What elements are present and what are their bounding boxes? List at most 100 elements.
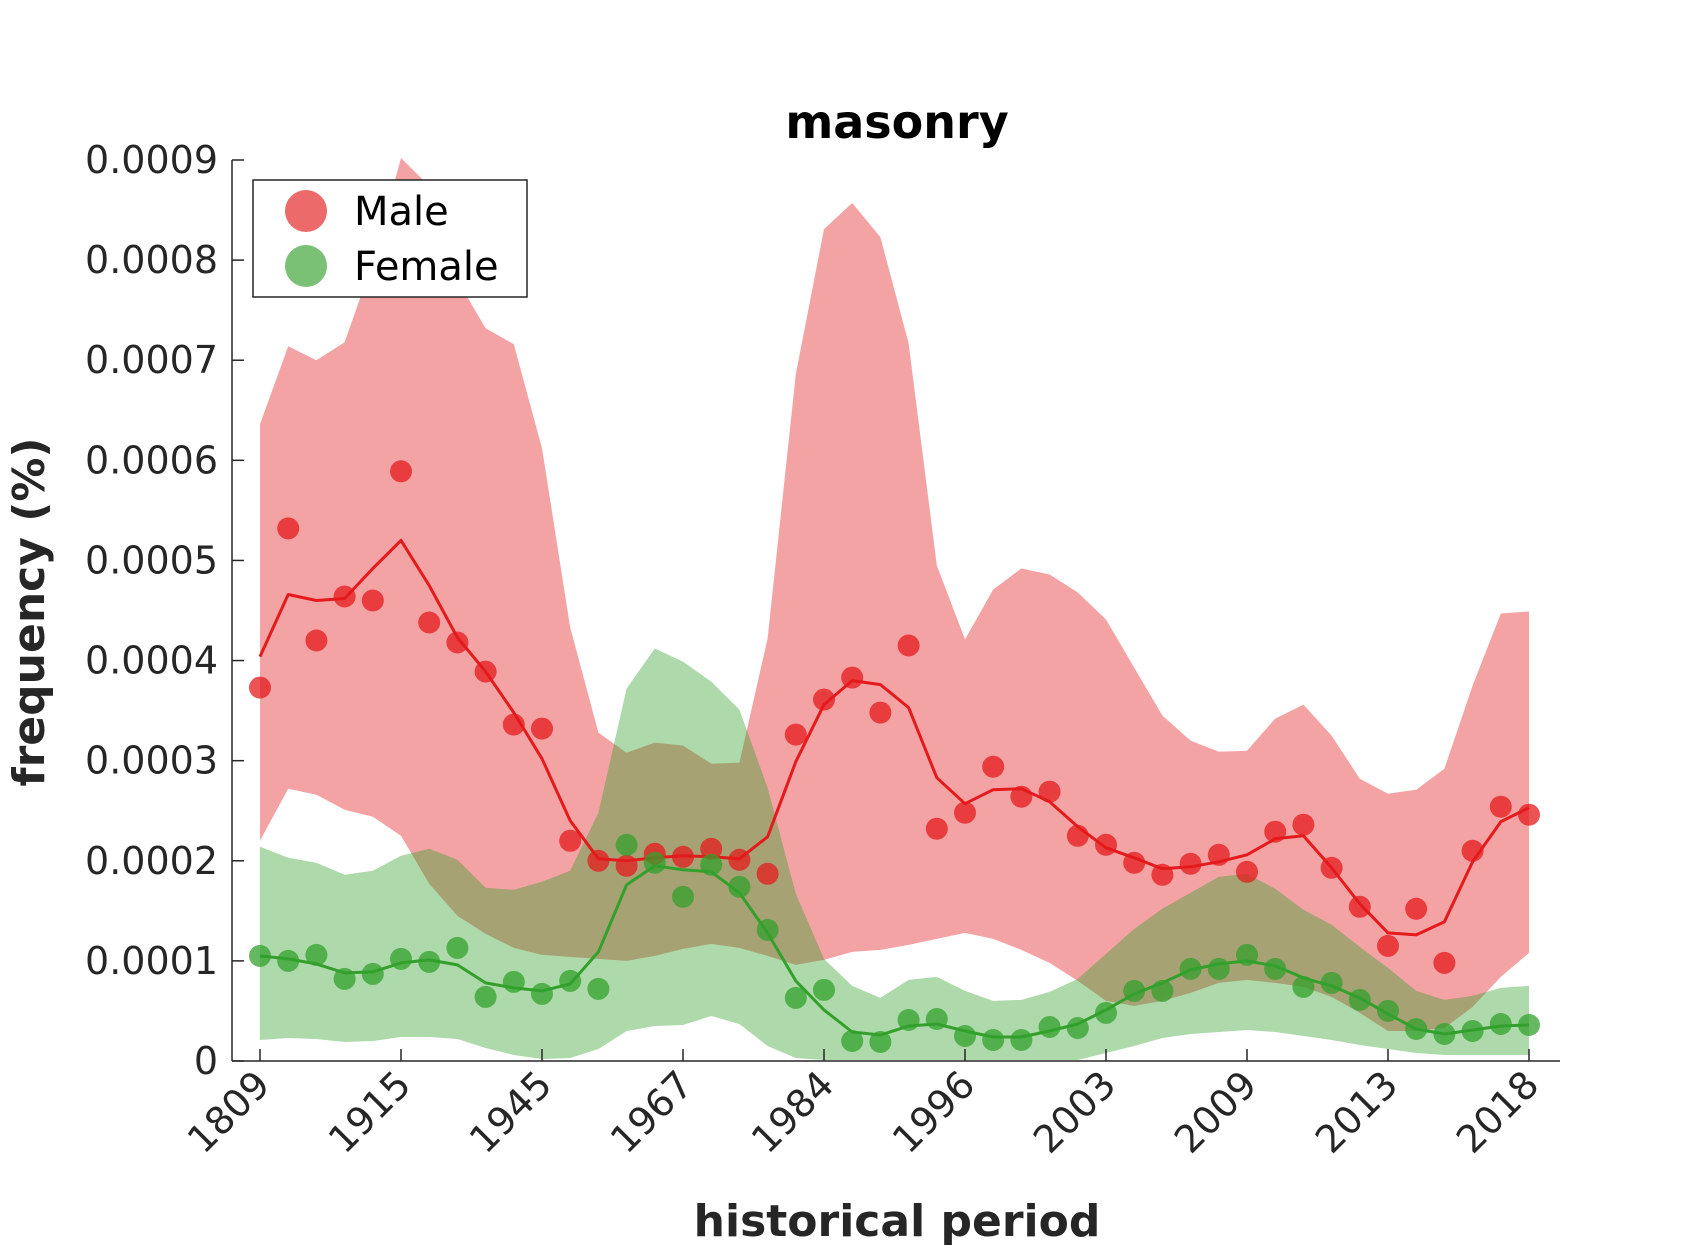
point-female (1095, 1001, 1117, 1024)
point-male (474, 660, 497, 683)
y-tick-label: 0.0007 (85, 338, 218, 382)
legend-label-male: Male (354, 189, 449, 235)
point-female (784, 986, 807, 1009)
point-male (277, 517, 300, 540)
point-male (333, 585, 356, 608)
point-female (1151, 979, 1174, 1002)
y-tick-label: 0.0002 (85, 839, 218, 883)
point-male (305, 629, 328, 652)
point-female (982, 1029, 1005, 1051)
point-female (1010, 1029, 1033, 1051)
point-male (1264, 820, 1287, 843)
point-female (954, 1025, 976, 1047)
point-female (249, 944, 271, 967)
point-male (1207, 843, 1230, 866)
point-female (1066, 1017, 1089, 1039)
point-male (1518, 803, 1540, 826)
point-male (1038, 780, 1061, 803)
y-tick-label: 0.0001 (85, 939, 218, 983)
point-female (446, 936, 469, 959)
point-male (954, 801, 976, 824)
point-male (502, 713, 525, 736)
point-male (587, 849, 610, 872)
point-female (277, 949, 300, 972)
point-male (700, 837, 723, 860)
point-female (1207, 957, 1230, 980)
y-tick-label: 0.0008 (85, 238, 218, 282)
point-female (1320, 971, 1343, 994)
band-female (260, 648, 1529, 1060)
y-tick-label: 0.0009 (85, 138, 218, 182)
line-female (259, 864, 1530, 1039)
point-male (1151, 863, 1174, 886)
point-male (813, 688, 835, 711)
point-female (1348, 988, 1371, 1011)
y-tick-label: 0 (194, 1039, 218, 1083)
point-male (1095, 833, 1117, 856)
point-male (418, 611, 441, 634)
legend-label-female: Female (354, 244, 499, 290)
confidence-bands (260, 158, 1529, 1060)
point-male (672, 845, 694, 868)
point-female (925, 1008, 948, 1030)
point-female (559, 969, 582, 992)
point-male (615, 854, 638, 877)
point-male (869, 701, 892, 724)
point-female (1405, 1018, 1428, 1040)
point-female (1461, 1020, 1484, 1042)
y-tick-label: 0.0003 (85, 739, 218, 783)
point-male (897, 634, 920, 657)
point-male (1405, 897, 1428, 920)
point-male (1489, 795, 1512, 818)
point-male (1320, 856, 1343, 879)
point-female (390, 947, 412, 970)
point-male (1010, 785, 1033, 808)
point-male (982, 755, 1005, 778)
legend-marker-female (285, 245, 327, 287)
point-female (1123, 979, 1146, 1002)
y-tick-label: 0.0004 (85, 639, 218, 683)
point-male (756, 862, 779, 885)
point-female (1377, 999, 1399, 1022)
point-female (841, 1030, 864, 1052)
point-female (305, 943, 328, 966)
point-male (728, 848, 751, 871)
point-female (1518, 1014, 1540, 1036)
y-axis-title: frequency (%) (4, 437, 55, 786)
y-tick-label: 0.0005 (85, 538, 218, 582)
point-male (841, 666, 864, 689)
point-female (502, 970, 525, 993)
point-female (869, 1031, 892, 1053)
point-female (756, 918, 779, 941)
point-male (531, 717, 553, 740)
chart-title: masonry (785, 95, 1008, 149)
point-female (615, 833, 638, 856)
point-male (1461, 839, 1484, 862)
point-male (390, 460, 412, 483)
point-female (700, 853, 723, 876)
point-female (418, 950, 441, 973)
point-male (559, 829, 582, 852)
point-female (531, 982, 553, 1005)
legend: Male Female (252, 179, 528, 298)
point-female (1292, 975, 1315, 998)
data-points (249, 460, 1540, 1053)
point-male (1433, 951, 1456, 974)
point-female (813, 978, 835, 1001)
point-male (1377, 934, 1399, 957)
point-female (587, 977, 610, 1000)
band-male (260, 158, 1529, 1031)
point-male (784, 723, 807, 746)
point-female (333, 967, 356, 990)
point-male (1066, 824, 1089, 847)
y-tick-label: 0.0006 (85, 438, 218, 482)
x-axis-title: historical period (694, 1196, 1101, 1246)
point-male (1179, 852, 1202, 875)
line-male (258, 538, 1530, 937)
point-male (249, 676, 271, 699)
point-male (446, 631, 469, 654)
point-female (1489, 1013, 1512, 1035)
legend-marker-male (285, 190, 327, 232)
smoothed-lines (258, 538, 1530, 1039)
